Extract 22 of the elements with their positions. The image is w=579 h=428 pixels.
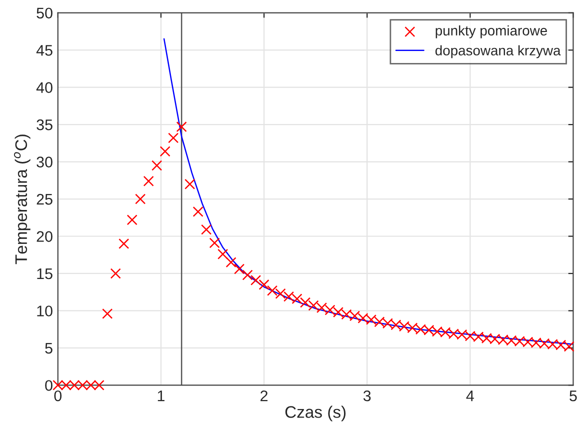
y-tick-label: 10: [37, 306, 52, 316]
y-axis-title: Temperatura ($^{o}$C): [14, 134, 30, 264]
x-tick-label: 1: [158, 390, 164, 402]
line-series: [163, 38, 574, 345]
x-tick-label: 4: [466, 390, 474, 402]
x-tick-label: 5: [570, 390, 577, 402]
y-tick-label: 15: [37, 268, 52, 280]
legend-label: punkty pomiarowe: [436, 25, 547, 38]
x-axis-title: Czas (s): [285, 406, 346, 422]
legend-label: dopasowana krzywa: [435, 45, 561, 58]
y-tick-label: 20: [36, 231, 52, 242]
y-tick-label: 5: [45, 342, 52, 354]
x-tick-label: 3: [363, 390, 371, 402]
x-tick-label: 2: [260, 390, 268, 402]
x-tick-label: 0: [54, 390, 62, 402]
y-tick-label: 25: [36, 194, 52, 205]
y-tick-label: 35: [36, 119, 52, 130]
y-tick-label: 0: [45, 380, 52, 391]
y-tick-label: 50: [36, 8, 52, 19]
y-tick-label: 40: [36, 82, 52, 93]
y-tick-label: 45: [36, 45, 52, 56]
y-tick-label: 30: [36, 156, 52, 168]
